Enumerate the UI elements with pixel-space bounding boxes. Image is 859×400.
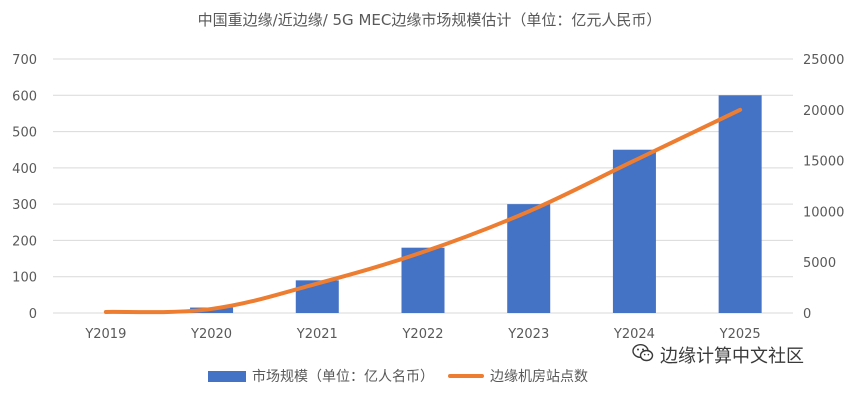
x-tick-label: Y2019 <box>84 327 126 342</box>
y-left-tick-label: 500 <box>12 126 37 141</box>
bar <box>507 204 551 313</box>
legend: 市场规模（单位：亿人名币） 边缘机房站点数 <box>208 366 602 386</box>
legend-label-market-size: 市场规模（单位：亿人名币） <box>252 369 434 385</box>
y-right-tick-label: 10000 <box>803 205 844 220</box>
y-left-tick-label: 0 <box>29 307 37 322</box>
x-tick-label: Y2025 <box>719 327 761 342</box>
legend-swatch-bar <box>208 370 246 382</box>
watermark-text: 边缘计算中文社区 <box>660 346 804 367</box>
y-left-tick-label: 600 <box>12 89 37 104</box>
line-series-station-count <box>103 107 743 315</box>
chart-title: 中国重边缘/近边缘/ 5G MEC边缘市场规模估计（单位：亿元人民币） <box>197 11 662 29</box>
y-right-tick-label: 20000 <box>803 104 844 119</box>
legend-label-station-count: 边缘机房站点数 <box>490 369 588 385</box>
y-left-tick-label: 100 <box>12 271 37 286</box>
bar <box>718 95 762 314</box>
legend-item-market-size[interactable]: 市场规模（单位：亿人名币） <box>208 366 434 386</box>
wechat-icon <box>632 343 654 368</box>
y-right-tick-label: 25000 <box>803 53 844 68</box>
x-tick-label: Y2022 <box>401 327 443 342</box>
y-left-tick-label: 300 <box>12 198 37 213</box>
legend-swatch-line <box>448 374 484 378</box>
y-right-tick-label: 0 <box>803 307 811 322</box>
x-tick-label: Y2020 <box>190 327 232 342</box>
x-tick-label: Y2024 <box>613 327 655 342</box>
y-right-tick-label: 5000 <box>803 256 836 271</box>
bar <box>612 149 656 313</box>
legend-item-station-count[interactable]: 边缘机房站点数 <box>448 366 588 386</box>
x-tick-label: Y2021 <box>296 327 338 342</box>
y-left-tick-label: 400 <box>12 162 37 177</box>
x-tick-label: Y2023 <box>507 327 549 342</box>
y-left-tick-label: 200 <box>12 234 37 249</box>
y-right-tick-label: 15000 <box>803 155 844 170</box>
watermark: 边缘计算中文社区 <box>632 342 804 368</box>
y-left-tick-label: 700 <box>12 53 37 68</box>
